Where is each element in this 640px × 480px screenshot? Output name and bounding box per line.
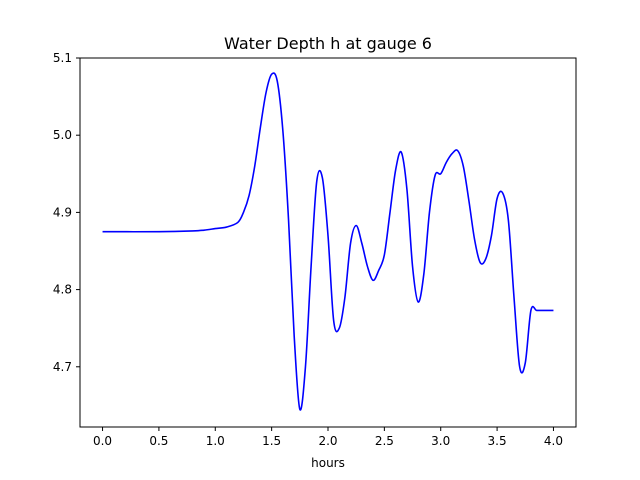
y-tick-label: 4.7 (53, 360, 72, 374)
x-axis: 0.0 0.5 1.0 1.5 2.0 2.5 3.0 3.5 4.0 (93, 427, 563, 448)
x-tick-label: 0.0 (93, 434, 112, 448)
x-tick-label: 4.0 (544, 434, 563, 448)
y-axis: 4.7 4.8 4.9 5.0 5.1 (53, 51, 80, 374)
y-tick-label: 4.8 (53, 283, 72, 297)
chart-title: Water Depth h at gauge 6 (224, 34, 432, 53)
y-tick-label: 4.9 (53, 205, 72, 219)
x-axis-label: hours (311, 456, 345, 470)
y-tick-label: 5.1 (53, 51, 72, 65)
series-line-0 (102, 72, 554, 411)
x-tick-label: 0.5 (149, 434, 168, 448)
x-tick-label: 2.5 (375, 434, 394, 448)
x-tick-label: 3.5 (488, 434, 507, 448)
plot-area (102, 72, 554, 411)
x-tick-label: 2.0 (318, 434, 337, 448)
x-tick-label: 3.0 (431, 434, 450, 448)
y-tick-label: 5.0 (53, 128, 72, 142)
x-tick-label: 1.5 (262, 434, 281, 448)
x-tick-label: 1.0 (206, 434, 225, 448)
